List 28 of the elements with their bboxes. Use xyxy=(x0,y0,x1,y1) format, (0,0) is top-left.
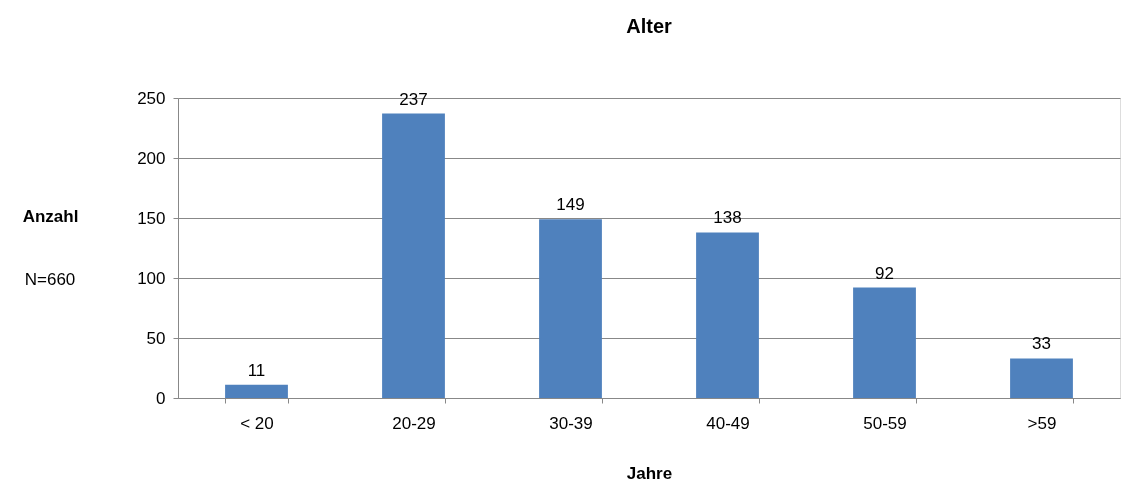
y-axis-title: Anzahl xyxy=(22,206,79,226)
bar xyxy=(696,232,759,398)
x-tick-label: < 20 xyxy=(240,413,274,433)
x-tick-label: 20-29 xyxy=(392,413,436,433)
x-tick-label: 40-49 xyxy=(706,413,750,433)
y-tick-label: 50 xyxy=(146,328,166,348)
data-label: 92 xyxy=(875,263,894,283)
x-tick-label: 50-59 xyxy=(863,413,907,433)
bar xyxy=(853,287,916,398)
y-tick-label: 100 xyxy=(137,268,166,288)
data-label: 149 xyxy=(556,195,585,215)
data-label: 138 xyxy=(713,208,742,228)
y-tick-label: 150 xyxy=(137,208,166,228)
bar xyxy=(382,113,445,398)
bar xyxy=(539,219,602,398)
chart-title: Alter xyxy=(626,15,672,37)
data-label: 33 xyxy=(1032,334,1051,354)
data-label: 11 xyxy=(247,360,266,380)
y-tick-label: 0 xyxy=(156,388,166,408)
x-tick-label: >59 xyxy=(1027,413,1057,433)
x-axis-title: Jahre xyxy=(626,463,673,483)
x-tick-label: 30-39 xyxy=(549,413,593,433)
y-tick-label: 200 xyxy=(137,148,166,168)
text: N=660 xyxy=(24,270,76,289)
bar xyxy=(225,384,288,398)
y-tick-label: 250 xyxy=(137,88,166,108)
bar xyxy=(1010,358,1073,398)
data-label: 237 xyxy=(399,89,428,109)
